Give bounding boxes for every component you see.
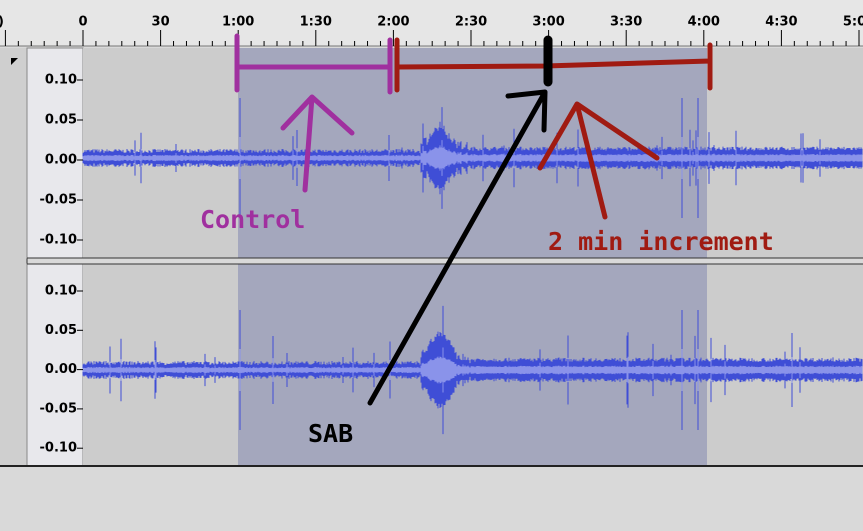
scale-label: -0.10 [40, 233, 77, 248]
scale-labels: 0.10 0.05 0.00 -0.05 -0.10 0.10 0.05 0.00 -0.05 -… [40, 73, 83, 456]
track-2-scale [26, 263, 84, 467]
ruler-label: 1:30 [300, 15, 332, 30]
ruler-label: 1:00 [222, 15, 254, 30]
control-label: Control [200, 205, 305, 234]
sab-label: SAB [308, 419, 353, 448]
track-control-strip[interactable] [0, 48, 27, 466]
scale-label: -0.05 [40, 401, 77, 416]
control-bracket [234, 33, 393, 95]
scale-label: -0.10 [40, 441, 77, 456]
ruler-label: 2:30 [455, 15, 487, 30]
ruler-label: 5:00 [843, 15, 863, 30]
track-1-scale [26, 47, 84, 259]
scale-label: 0.10 [45, 73, 77, 88]
waveform-rms [82, 137, 863, 179]
scale-label: 0.05 [45, 113, 77, 128]
timeline-ruler[interactable] [0, 0, 863, 46]
ruler-label: 3:00 [532, 15, 564, 30]
scale-label: 0.00 [45, 153, 77, 168]
ruler-label: 4:30 [765, 15, 797, 30]
ruler-label: 4:00 [688, 15, 720, 30]
ruler-label: 2:00 [377, 15, 409, 30]
collapse-arrow[interactable] [11, 58, 18, 65]
scale-label: 0.10 [45, 284, 77, 299]
increment-arrow [537, 101, 660, 220]
ruler-label: 3:30 [610, 15, 642, 30]
scale-label: 0.00 [45, 362, 77, 377]
scale-label: 0.05 [45, 323, 77, 338]
ruler-label: 30 [152, 15, 170, 30]
increment-label: 2 min increment [548, 227, 774, 256]
sab-arrow [367, 89, 548, 406]
annotations [234, 33, 713, 406]
scale-label: -0.05 [40, 193, 77, 208]
control-arrow [280, 94, 355, 193]
ruler-label: ) [0, 15, 4, 30]
ruler-label: 0 [78, 15, 87, 30]
ruler-labels: ) 0 30 1:00 1:30 2:00 2:30 3:00 3:30 4:00 4:30 5:00 [0, 15, 863, 46]
